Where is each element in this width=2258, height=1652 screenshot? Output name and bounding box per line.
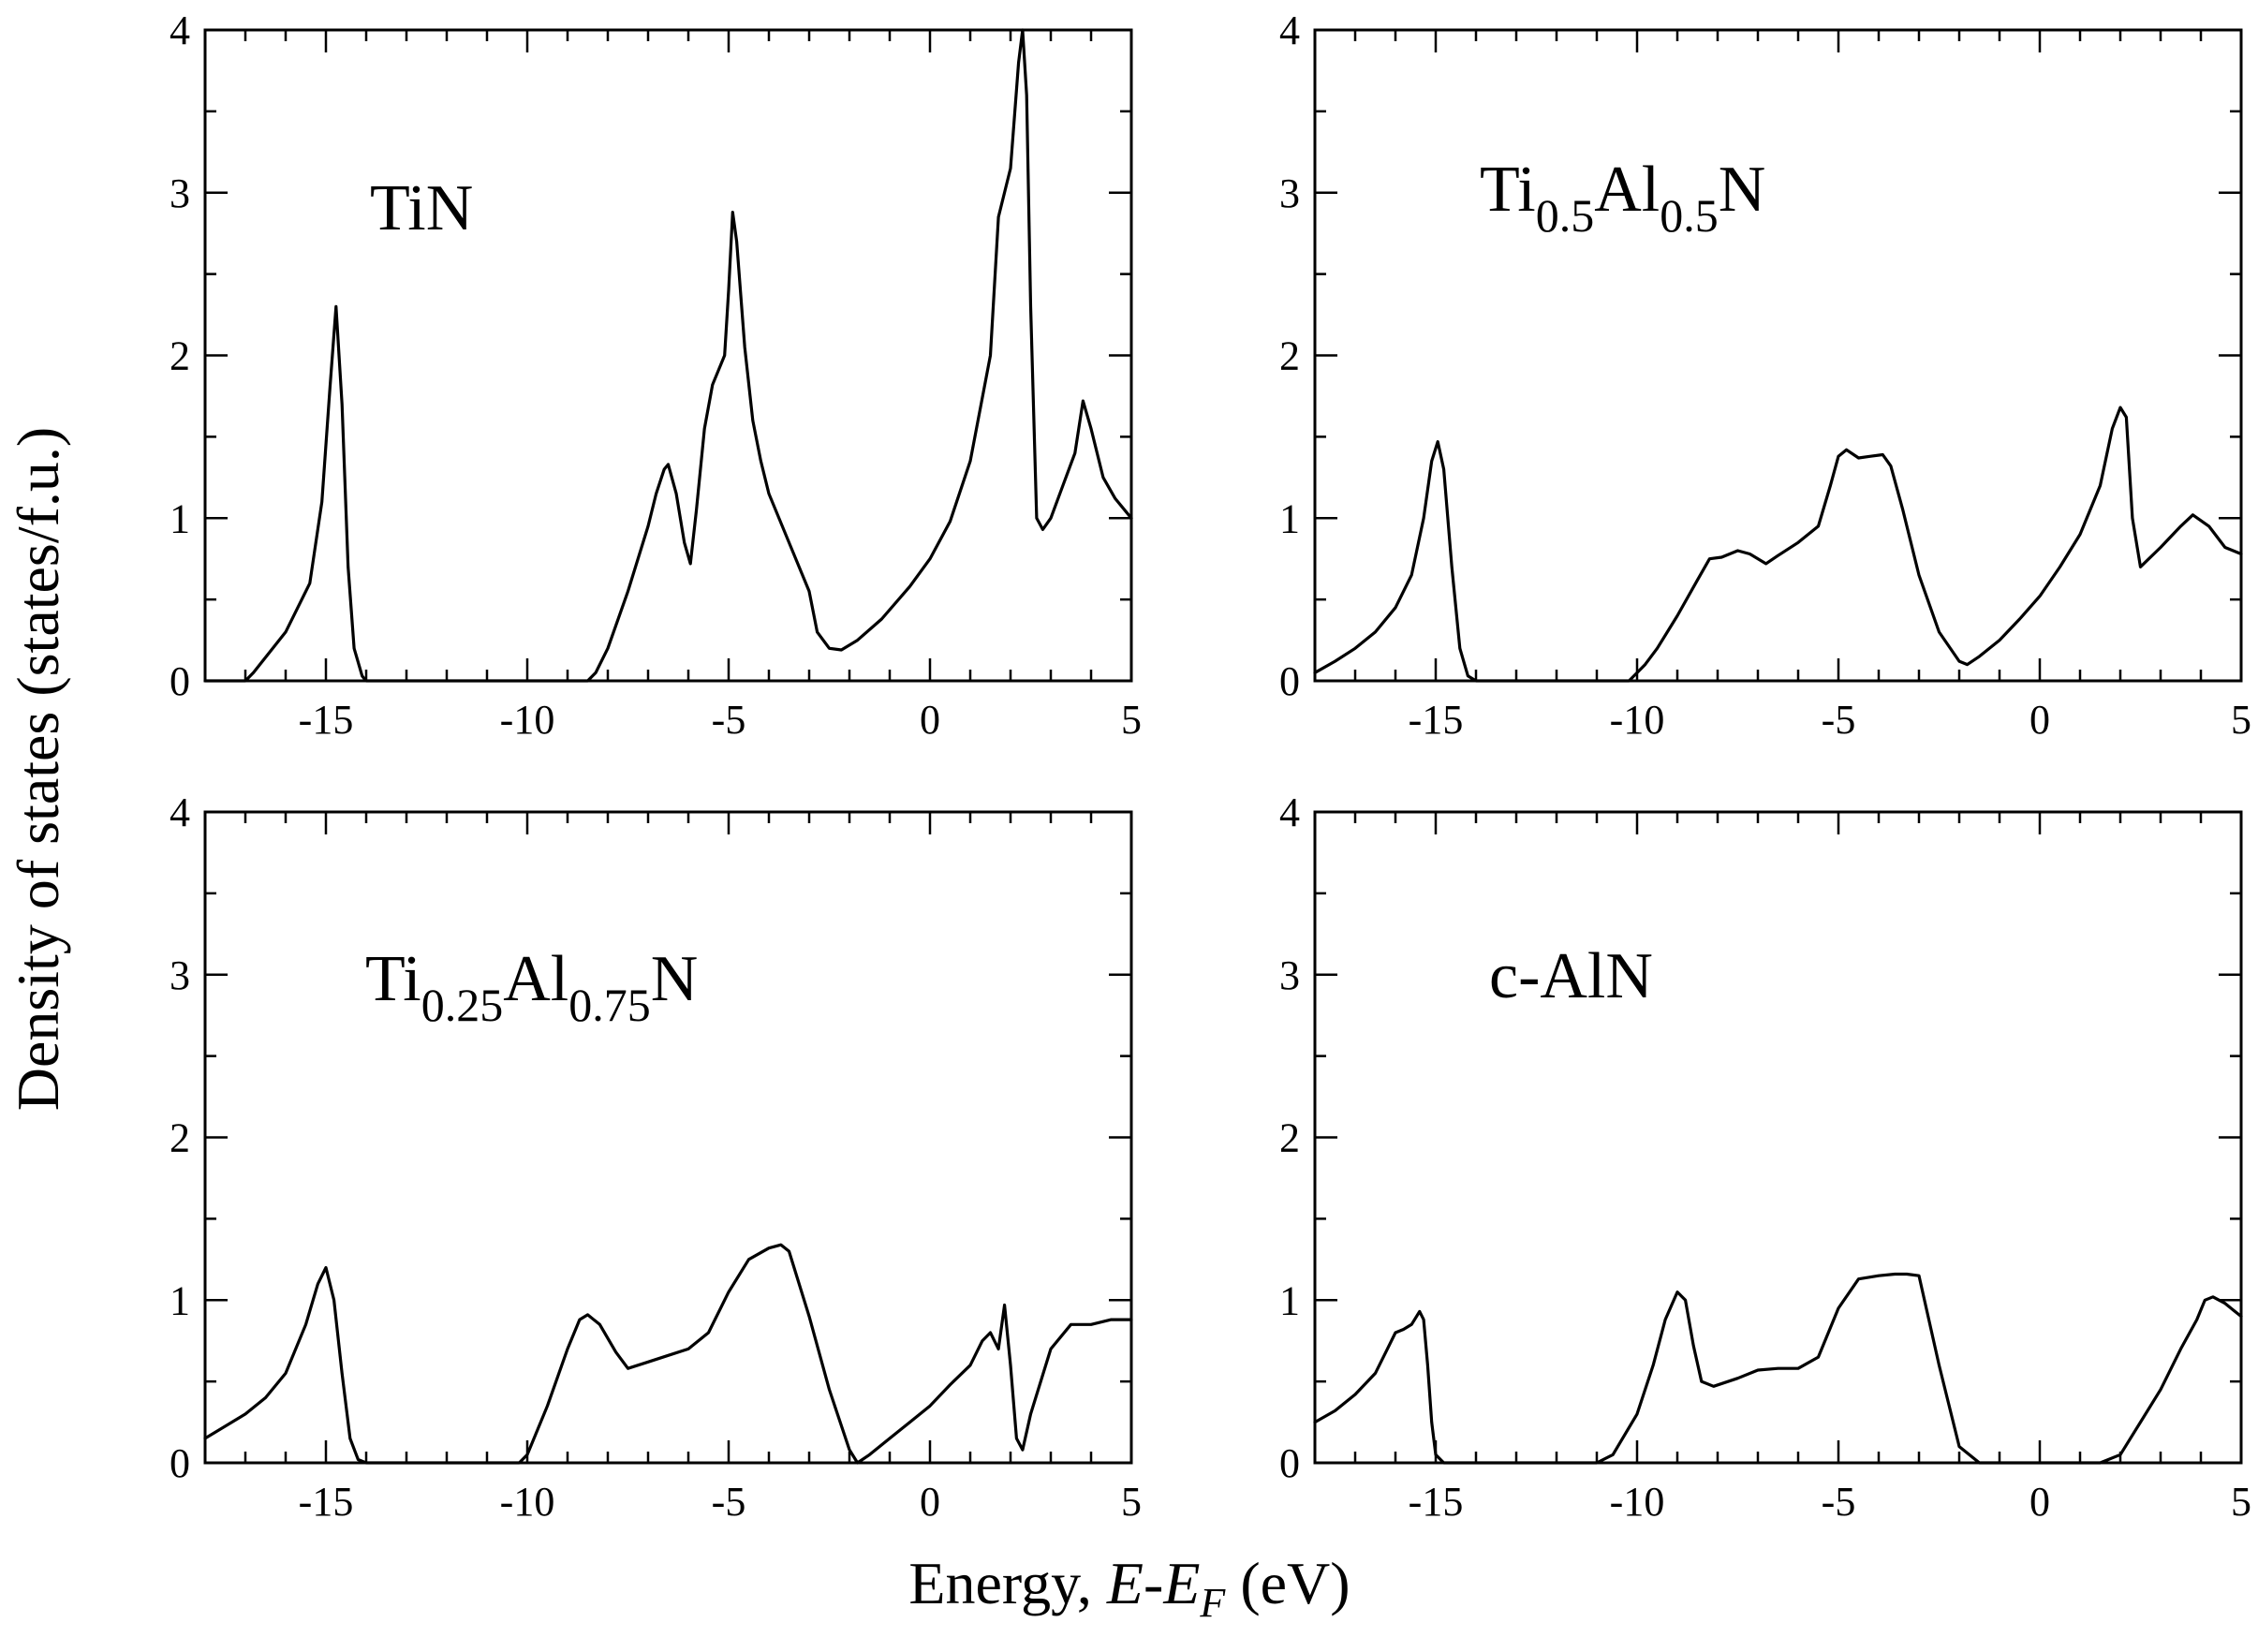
title-end: N: [1719, 154, 1766, 226]
x-axis-label-prefix: Energy,: [908, 1550, 1092, 1616]
x-tick-label: -10: [500, 697, 555, 743]
y-tick-label: 3: [1279, 952, 1300, 998]
x-axis-label-EF: E: [1162, 1550, 1200, 1616]
x-tick-label: -15: [1409, 697, 1464, 743]
y-tick-label: 3: [170, 170, 190, 216]
plot-frame: [203, 810, 1133, 1465]
x-tick-label: -15: [1409, 1479, 1464, 1525]
title-base: TiN: [370, 172, 473, 244]
y-tick-label: 1: [170, 495, 190, 541]
title-subscript-1: 0.25: [421, 979, 504, 1031]
dos-curve-4: [1313, 1272, 2243, 1465]
x-axis-label-F: F: [1199, 1580, 1226, 1626]
x-tick-label: 0: [2029, 697, 2050, 743]
y-tick-label: 2: [1279, 333, 1300, 379]
panel-title: Ti0.25Al0.75N: [365, 943, 698, 1031]
x-tick-label: -5: [712, 697, 746, 743]
x-axis-label-dash: -: [1144, 1550, 1163, 1616]
y-tick-label: 3: [170, 952, 190, 998]
title-base: c-AlN: [1489, 940, 1653, 1012]
x-tick-label: 5: [2231, 697, 2251, 743]
panel-title: c-AlN: [1489, 940, 1653, 1012]
title-mid: Al: [1594, 154, 1660, 226]
x-tick-label: -10: [500, 1479, 555, 1525]
y-tick-label: 0: [170, 1440, 190, 1486]
y-tick-label: 3: [1279, 170, 1300, 216]
x-tick-label: -5: [1822, 697, 1856, 743]
x-axis-label-unit: (eV): [1240, 1550, 1350, 1616]
y-axis-label: Density of states (states/f.u.): [5, 427, 71, 1112]
x-tick-label: 5: [1121, 697, 1142, 743]
x-tick-label: -15: [299, 697, 354, 743]
y-tick-label: 4: [1279, 7, 1300, 53]
x-axis-label-E: E: [1106, 1550, 1144, 1616]
y-tick-label: 4: [1279, 789, 1300, 835]
title-base: Ti: [365, 943, 421, 1015]
y-tick-label: 2: [170, 1115, 190, 1161]
x-tick-label: 5: [2231, 1479, 2251, 1525]
x-tick-label: -10: [1610, 1479, 1665, 1525]
plot-frame: [1313, 810, 2243, 1465]
title-subscript-2: 0.75: [568, 979, 651, 1031]
y-tick-label: 0: [1279, 658, 1300, 704]
y-tick-label: 4: [170, 789, 190, 835]
y-tick-label: 1: [1279, 495, 1300, 541]
plot-frame: [203, 28, 1133, 683]
y-tick-label: 0: [170, 658, 190, 704]
panel-3: -15 -10 -5 0 5 0 1 2 3 4 Ti0.25Al0.75N: [170, 789, 1142, 1525]
x-tick-label: -10: [1610, 697, 1665, 743]
x-axis-label: Energy, E-EF (eV): [908, 1550, 1350, 1626]
x-tick-label: 0: [920, 697, 940, 743]
title-mid: Al: [503, 943, 568, 1015]
y-tick-label: 4: [170, 7, 190, 53]
dos-curve-3: [203, 1243, 1133, 1465]
dos-curve-2: [1313, 406, 2243, 683]
y-tick-label: 1: [1279, 1277, 1300, 1323]
title-end: N: [651, 943, 699, 1015]
panel-1: -15 -10 -5 0 5 0 1 2 3 4 TiN: [170, 7, 1142, 743]
title-subscript-1: 0.5: [1536, 189, 1595, 242]
panel-title: TiN: [370, 172, 473, 244]
x-tick-label: 0: [2029, 1479, 2050, 1525]
y-tick-label: 2: [170, 333, 190, 379]
y-tick-label: 2: [1279, 1115, 1300, 1161]
x-tick-label: -5: [1822, 1479, 1856, 1525]
y-tick-label: 1: [170, 1277, 190, 1323]
title-subscript-2: 0.5: [1660, 189, 1719, 242]
panel-4: -15 -10 -5 0 5 0 1 2 3 4 c-AlN: [1279, 789, 2251, 1525]
x-tick-label: -15: [299, 1479, 354, 1525]
x-tick-label: -5: [712, 1479, 746, 1525]
y-tick-label: 0: [1279, 1440, 1300, 1486]
x-tick-label: 0: [920, 1479, 940, 1525]
panel-title: Ti0.5Al0.5N: [1480, 154, 1765, 242]
dos-curve-1: [203, 28, 1133, 683]
plot-frame: [1313, 28, 2243, 683]
x-tick-label: 5: [1121, 1479, 1142, 1525]
title-base: Ti: [1480, 154, 1536, 226]
